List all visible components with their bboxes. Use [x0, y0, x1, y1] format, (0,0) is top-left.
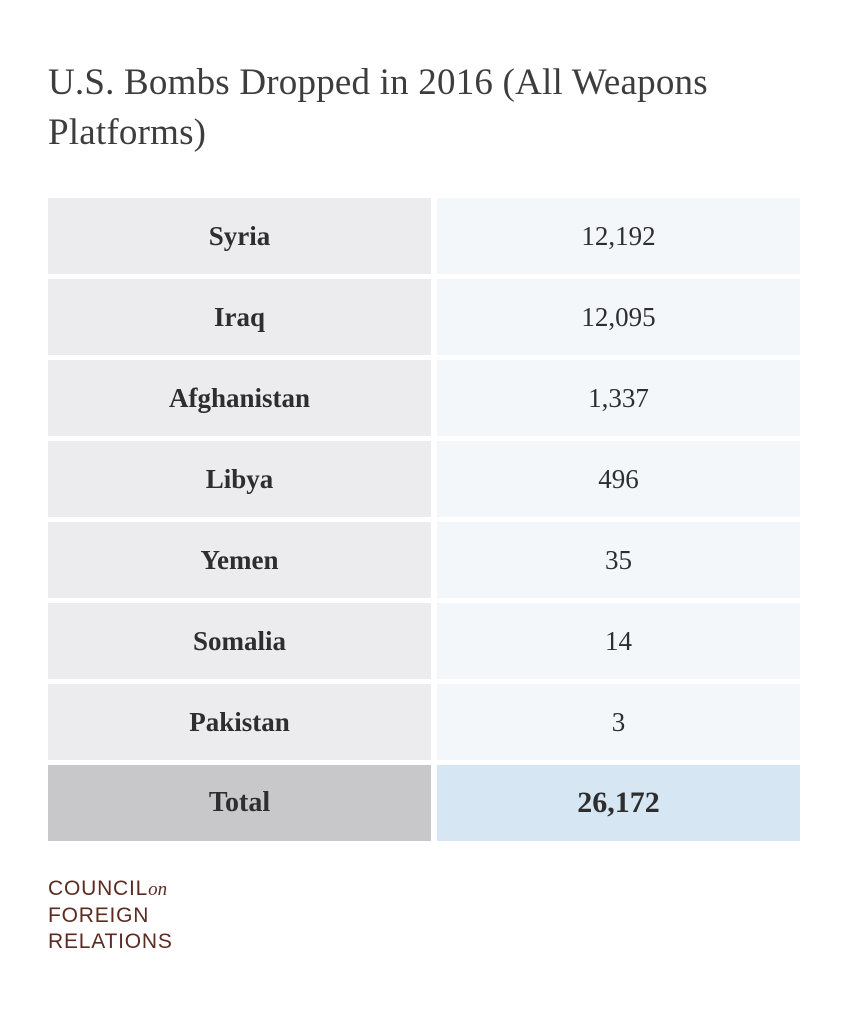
country-cell: Yemen [48, 522, 431, 598]
table-row: Somalia 14 [48, 603, 800, 679]
chart-title: U.S. Bombs Dropped in 2016 (All Weapons … [48, 62, 708, 153]
table-row: Pakistan 3 [48, 684, 800, 760]
value-cell: 35 [437, 522, 800, 598]
table-row: Libya 496 [48, 441, 800, 517]
total-row: Total 26,172 [48, 765, 800, 841]
table-row: Syria 12,192 [48, 198, 800, 274]
value-cell: 1,337 [437, 360, 800, 436]
logo-word-council: COUNCIL [48, 877, 149, 900]
value-cell: 14 [437, 603, 800, 679]
country-cell: Afghanistan [48, 360, 431, 436]
logo-word-on: on [148, 879, 168, 900]
table-row: Afghanistan 1,337 [48, 360, 800, 436]
country-cell: Syria [48, 198, 431, 274]
value-cell: 3 [437, 684, 800, 760]
country-cell: Somalia [48, 603, 431, 679]
data-table: Syria 12,192 Iraq 12,095 Afghanistan 1,3… [48, 198, 800, 846]
logo-line-1: COUNCILon [48, 876, 173, 903]
cfr-logo: COUNCILon FOREIGN RELATIONS [48, 876, 173, 955]
table-row: Yemen 35 [48, 522, 800, 598]
table-row: Iraq 12,095 [48, 279, 800, 355]
total-label: Total [48, 765, 431, 841]
total-value: 26,172 [437, 765, 800, 841]
logo-line-3: RELATIONS [48, 930, 173, 953]
value-cell: 12,095 [437, 279, 800, 355]
country-cell: Iraq [48, 279, 431, 355]
country-cell: Libya [48, 441, 431, 517]
country-cell: Pakistan [48, 684, 431, 760]
value-cell: 12,192 [437, 198, 800, 274]
logo-line-2: FOREIGN [48, 904, 150, 927]
value-cell: 496 [437, 441, 800, 517]
